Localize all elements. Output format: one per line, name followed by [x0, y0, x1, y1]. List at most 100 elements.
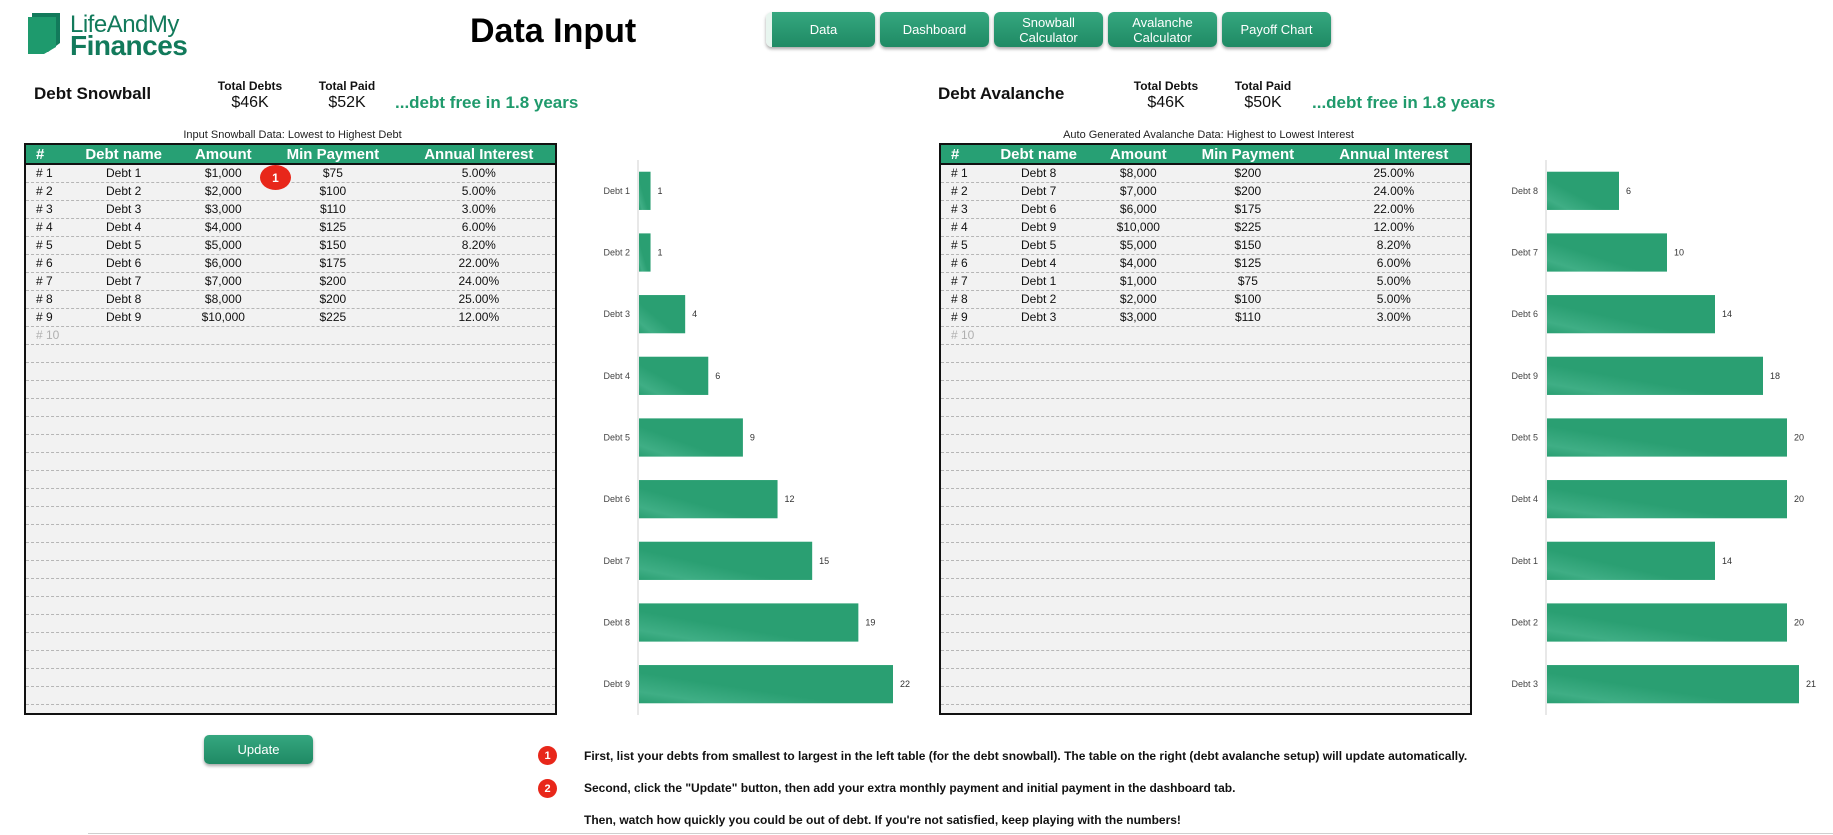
avalanche-cell-amount[interactable]: $6,000	[1119, 202, 1157, 216]
avalanche-cell-amount[interactable]: $4,000	[1119, 256, 1157, 270]
snowball-table-row-empty[interactable]	[26, 363, 555, 381]
snowball-table-row-empty[interactable]	[26, 579, 555, 597]
avalanche-table-row-empty[interactable]	[941, 453, 1470, 471]
snowball-table-row-empty[interactable]	[26, 615, 555, 633]
avalanche-cell-amount[interactable]: $5,000	[1119, 238, 1157, 252]
snowball-table-row-empty[interactable]	[26, 543, 555, 561]
avalanche-cell-min-payment[interactable]: $75	[1237, 274, 1258, 288]
snowball-table-row-empty[interactable]	[26, 345, 555, 363]
avalanche-cell-annual-interest[interactable]: 8.20%	[1376, 238, 1411, 252]
snowball-cell-amount[interactable]: $10,000	[201, 310, 245, 324]
avalanche-cell-debt-name[interactable]: Debt 8	[1020, 166, 1057, 180]
avalanche-cell-annual-interest[interactable]: 5.00%	[1376, 292, 1411, 306]
snowball-cell-min-payment[interactable]: $150	[319, 238, 347, 252]
avalanche-table-row-empty[interactable]	[941, 561, 1470, 579]
snowball-cell-debt-name[interactable]: Debt 6	[105, 256, 142, 270]
snowball-table-row-empty[interactable]	[26, 471, 555, 489]
avalanche-cell-amount[interactable]: $2,000	[1119, 292, 1157, 306]
snowball-cell-number[interactable]: # 2	[36, 184, 53, 198]
avalanche-table-row-empty[interactable]	[941, 687, 1470, 705]
snowball-table-row-empty[interactable]	[26, 633, 555, 651]
avalanche-cell-min-payment[interactable]: $125	[1234, 256, 1262, 270]
snowball-cell-amount[interactable]: $7,000	[204, 274, 242, 288]
snowball-table-row-empty[interactable]	[26, 417, 555, 435]
avalanche-table-row-empty[interactable]	[941, 525, 1470, 543]
avalanche-cell-min-payment[interactable]: $200	[1234, 166, 1262, 180]
snowball-cell-annual-interest[interactable]: 6.00%	[461, 220, 496, 234]
avalanche-cell-min-payment[interactable]: $175	[1234, 202, 1262, 216]
avalanche-cell-debt-name[interactable]: Debt 9	[1020, 220, 1057, 234]
avalanche-cell-debt-name[interactable]: Debt 3	[1020, 310, 1057, 324]
avalanche-table-row-empty[interactable]	[941, 399, 1470, 417]
avalanche-cell-number[interactable]: # 4	[951, 220, 968, 234]
snowball-cell-number[interactable]: # 3	[36, 202, 53, 216]
avalanche-table-row-empty[interactable]	[941, 579, 1470, 597]
snowball-cell-min-payment[interactable]: $125	[319, 220, 347, 234]
avalanche-table-row-empty[interactable]	[941, 597, 1470, 615]
snowball-table-row-empty[interactable]	[26, 489, 555, 507]
snowball-cell-number[interactable]: # 4	[36, 220, 53, 234]
avalanche-cell-amount[interactable]: $7,000	[1119, 184, 1157, 198]
snowball-cell-amount[interactable]: $6,000	[204, 256, 242, 270]
avalanche-table-row-empty[interactable]	[941, 507, 1470, 525]
snowball-cell-debt-name[interactable]: Debt 4	[105, 220, 142, 234]
avalanche-cell-annual-interest[interactable]: 5.00%	[1376, 274, 1411, 288]
avalanche-table-row-empty[interactable]	[941, 489, 1470, 507]
avalanche-cell-debt-name[interactable]: Debt 7	[1020, 184, 1057, 198]
nav-snowball-calculator-button[interactable]: Snowball Calculator	[994, 12, 1103, 47]
avalanche-cell-annual-interest[interactable]: 25.00%	[1373, 166, 1415, 180]
avalanche-cell-annual-interest[interactable]: 12.00%	[1373, 220, 1415, 234]
avalanche-table-row-empty[interactable]	[941, 471, 1470, 489]
snowball-cell-number[interactable]: # 9	[36, 310, 53, 324]
avalanche-cell-number[interactable]: # 6	[951, 256, 968, 270]
avalanche-cell-number[interactable]: # 3	[951, 202, 968, 216]
avalanche-cell-annual-interest[interactable]: 3.00%	[1376, 310, 1411, 324]
avalanche-cell-annual-interest[interactable]: 6.00%	[1376, 256, 1411, 270]
snowball-cell-number[interactable]: # 7	[36, 274, 53, 288]
snowball-cell-min-payment[interactable]: $100	[319, 184, 347, 198]
nav-dashboard-button[interactable]: Dashboard	[880, 12, 989, 47]
avalanche-table-row-empty[interactable]	[941, 543, 1470, 561]
snowball-table-row-empty[interactable]: # 10	[26, 327, 555, 345]
snowball-cell-min-payment[interactable]: $200	[319, 274, 347, 288]
avalanche-cell-amount[interactable]: $3,000	[1119, 310, 1157, 324]
nav-payoff-chart-button[interactable]: Payoff Chart	[1222, 12, 1331, 47]
snowball-table-row-empty[interactable]	[26, 651, 555, 669]
snowball-table-row-empty[interactable]	[26, 561, 555, 579]
avalanche-cell-number[interactable]: # 9	[951, 310, 968, 324]
avalanche-cell-number[interactable]: # 8	[951, 292, 968, 306]
avalanche-cell-annual-interest[interactable]: 24.00%	[1373, 184, 1415, 198]
snowball-table-row-empty[interactable]	[26, 453, 555, 471]
avalanche-cell-annual-interest[interactable]: 22.00%	[1373, 202, 1415, 216]
avalanche-table-row-empty[interactable]: # 10	[941, 327, 1470, 345]
avalanche-cell-debt-name[interactable]: Debt 4	[1020, 256, 1057, 270]
avalanche-cell-number[interactable]: # 1	[951, 166, 968, 180]
snowball-cell-annual-interest[interactable]: 8.20%	[461, 238, 496, 252]
snowball-cell-min-payment[interactable]: $75	[322, 166, 343, 180]
snowball-cell-debt-name[interactable]: Debt 9	[105, 310, 142, 324]
snowball-table-row-empty[interactable]	[26, 399, 555, 417]
avalanche-cell-number[interactable]: # 5	[951, 238, 968, 252]
snowball-cell-number[interactable]: # 6	[36, 256, 53, 270]
avalanche-cell-min-payment[interactable]: $110	[1234, 310, 1261, 324]
snowball-cell-annual-interest[interactable]: 3.00%	[461, 202, 496, 216]
snowball-cell-amount[interactable]: $5,000	[204, 238, 242, 252]
snowball-cell-debt-name[interactable]: Debt 3	[105, 202, 142, 216]
avalanche-cell-min-payment[interactable]: $150	[1234, 238, 1262, 252]
avalanche-table-row-empty[interactable]	[941, 345, 1470, 363]
snowball-table-row-empty[interactable]	[26, 597, 555, 615]
avalanche-table-row-empty[interactable]	[941, 435, 1470, 453]
avalanche-cell-amount[interactable]: $10,000	[1116, 220, 1160, 234]
snowball-table-row-empty[interactable]	[26, 507, 555, 525]
snowball-cell-number[interactable]: # 1	[36, 166, 53, 180]
update-button[interactable]: Update	[204, 735, 313, 764]
snowball-cell-min-payment[interactable]: $175	[319, 256, 347, 270]
snowball-table-row-empty[interactable]	[26, 381, 555, 399]
avalanche-cell-amount[interactable]: $8,000	[1119, 166, 1157, 180]
avalanche-cell-number[interactable]: # 2	[951, 184, 968, 198]
avalanche-table-row-empty[interactable]	[941, 669, 1470, 687]
avalanche-cell-debt-name[interactable]: Debt 6	[1020, 202, 1057, 216]
snowball-cell-annual-interest[interactable]: 5.00%	[461, 166, 496, 180]
snowball-cell-amount[interactable]: $1,000	[204, 166, 242, 180]
snowball-table-row-empty[interactable]	[26, 525, 555, 543]
